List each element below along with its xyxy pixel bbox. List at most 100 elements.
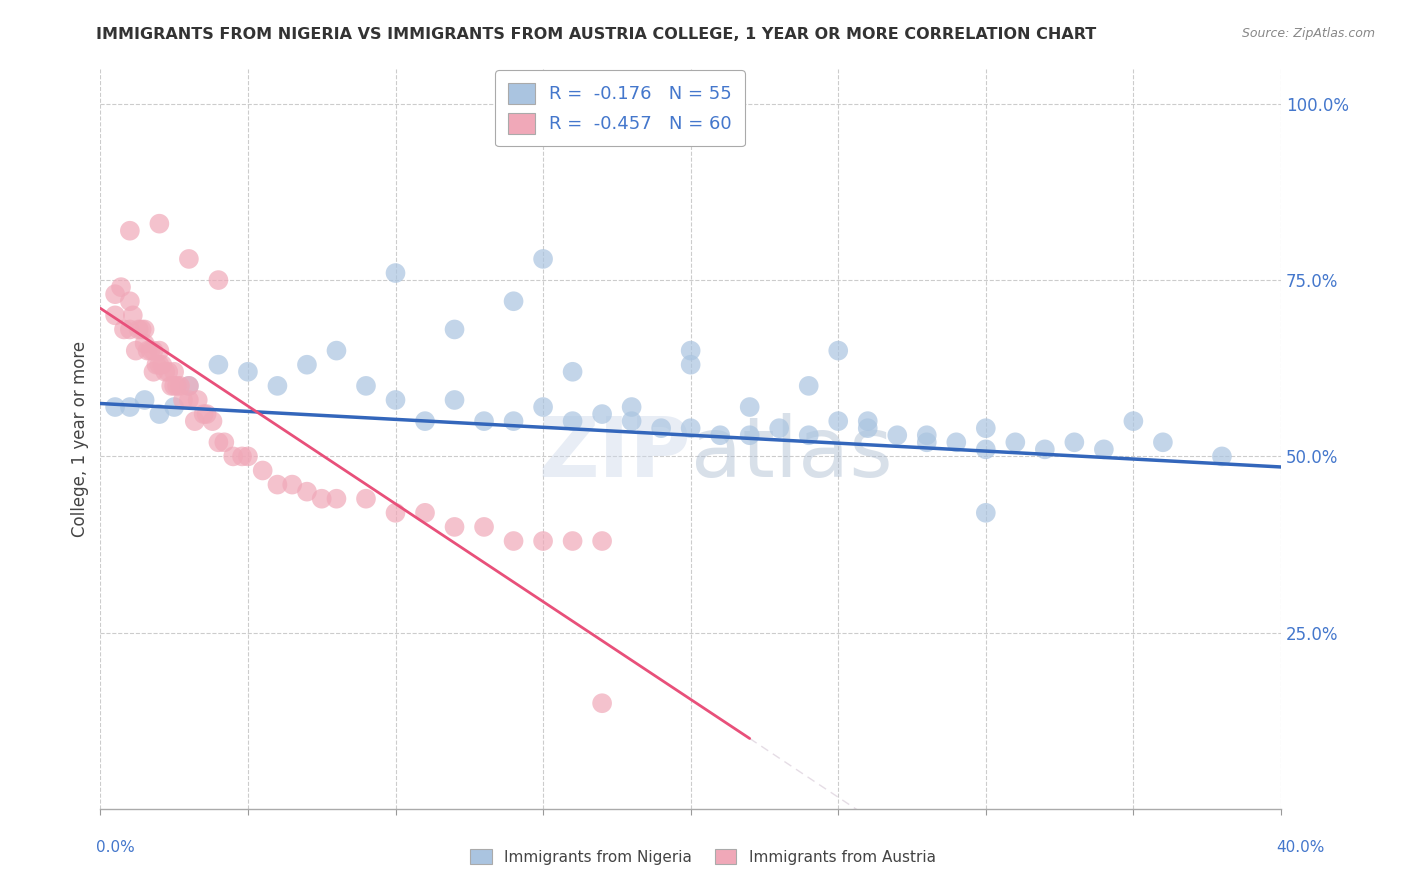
Point: [172, 392, 194, 407]
Point: [295, 358, 318, 372]
Text: ZIP: ZIP: [538, 413, 690, 494]
Point: [157, 365, 180, 379]
Point: [502, 294, 524, 309]
Point: [384, 392, 406, 407]
Text: Source: ZipAtlas.com: Source: ZipAtlas.com: [1241, 27, 1375, 40]
Point: [325, 343, 347, 358]
Point: [886, 428, 908, 442]
Point: [974, 506, 997, 520]
Point: [160, 379, 183, 393]
Point: [531, 400, 554, 414]
Text: IMMIGRANTS FROM NIGERIA VS IMMIGRANTS FROM AUSTRIA COLLEGE, 1 YEAR OR MORE CORRE: IMMIGRANTS FROM NIGERIA VS IMMIGRANTS FR…: [96, 27, 1095, 42]
Point: [148, 358, 170, 372]
Point: [177, 392, 200, 407]
Point: [112, 322, 135, 336]
Point: [163, 379, 186, 393]
Point: [118, 400, 141, 414]
Point: [252, 463, 274, 477]
Point: [281, 477, 304, 491]
Point: [502, 534, 524, 549]
Point: [295, 484, 318, 499]
Point: [311, 491, 333, 506]
Point: [915, 435, 938, 450]
Point: [709, 428, 731, 442]
Point: [856, 414, 879, 428]
Point: [177, 379, 200, 393]
Point: [531, 252, 554, 266]
Point: [142, 343, 165, 358]
Point: [266, 477, 288, 491]
Y-axis label: College, 1 year or more: College, 1 year or more: [72, 341, 89, 537]
Point: [591, 534, 613, 549]
Point: [354, 379, 377, 393]
Point: [384, 506, 406, 520]
Point: [231, 450, 253, 464]
Point: [561, 365, 583, 379]
Legend: Immigrants from Nigeria, Immigrants from Austria: Immigrants from Nigeria, Immigrants from…: [464, 843, 942, 871]
Point: [142, 365, 165, 379]
Point: [1122, 414, 1144, 428]
Point: [136, 343, 159, 358]
Point: [134, 392, 156, 407]
Point: [797, 379, 820, 393]
Point: [155, 365, 177, 379]
Point: [148, 217, 170, 231]
Point: [531, 534, 554, 549]
Point: [134, 322, 156, 336]
Point: [679, 343, 702, 358]
Point: [591, 696, 613, 710]
Point: [354, 491, 377, 506]
Point: [134, 336, 156, 351]
Point: [502, 414, 524, 428]
Point: [163, 365, 186, 379]
Point: [620, 400, 643, 414]
Point: [413, 506, 436, 520]
Point: [177, 252, 200, 266]
Point: [650, 421, 672, 435]
Point: [384, 266, 406, 280]
Point: [738, 428, 761, 442]
Point: [1092, 442, 1115, 457]
Point: [472, 414, 495, 428]
Point: [561, 534, 583, 549]
Point: [193, 407, 215, 421]
Point: [121, 309, 143, 323]
Point: [169, 379, 191, 393]
Point: [104, 309, 127, 323]
Text: atlas: atlas: [690, 413, 893, 494]
Point: [679, 421, 702, 435]
Point: [443, 392, 465, 407]
Point: [561, 414, 583, 428]
Point: [827, 343, 849, 358]
Point: [738, 400, 761, 414]
Point: [201, 414, 224, 428]
Text: 40.0%: 40.0%: [1277, 840, 1324, 855]
Point: [104, 287, 127, 301]
Point: [827, 414, 849, 428]
Point: [1033, 442, 1056, 457]
Point: [128, 322, 150, 336]
Point: [195, 407, 218, 421]
Point: [104, 400, 127, 414]
Point: [163, 400, 186, 414]
Point: [148, 343, 170, 358]
Point: [118, 322, 141, 336]
Legend: R =  -0.176   N = 55, R =  -0.457   N = 60: R = -0.176 N = 55, R = -0.457 N = 60: [495, 70, 745, 146]
Point: [472, 520, 495, 534]
Point: [325, 491, 347, 506]
Point: [915, 428, 938, 442]
Point: [236, 450, 259, 464]
Point: [1063, 435, 1085, 450]
Point: [118, 294, 141, 309]
Point: [207, 358, 229, 372]
Point: [1211, 450, 1233, 464]
Point: [187, 392, 209, 407]
Point: [184, 414, 207, 428]
Point: [222, 450, 245, 464]
Point: [214, 435, 236, 450]
Point: [443, 520, 465, 534]
Point: [148, 407, 170, 421]
Point: [131, 322, 153, 336]
Point: [974, 442, 997, 457]
Point: [118, 224, 141, 238]
